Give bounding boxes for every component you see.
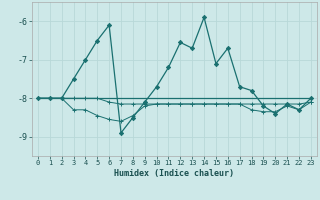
X-axis label: Humidex (Indice chaleur): Humidex (Indice chaleur) xyxy=(115,169,234,178)
